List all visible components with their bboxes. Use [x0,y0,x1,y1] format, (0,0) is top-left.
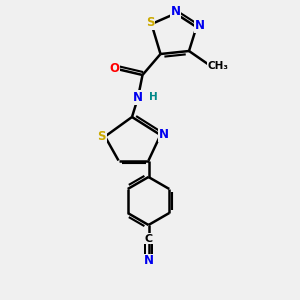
Text: N: N [195,19,205,32]
Text: H: H [148,92,158,103]
Text: N: N [132,91,142,104]
Text: C: C [144,233,153,244]
Text: S: S [97,130,106,143]
Text: N: N [159,128,169,142]
Text: O: O [109,61,119,75]
Text: S: S [146,16,154,29]
Text: CH₃: CH₃ [208,61,229,71]
Text: N: N [170,4,181,18]
Text: N: N [143,254,154,268]
